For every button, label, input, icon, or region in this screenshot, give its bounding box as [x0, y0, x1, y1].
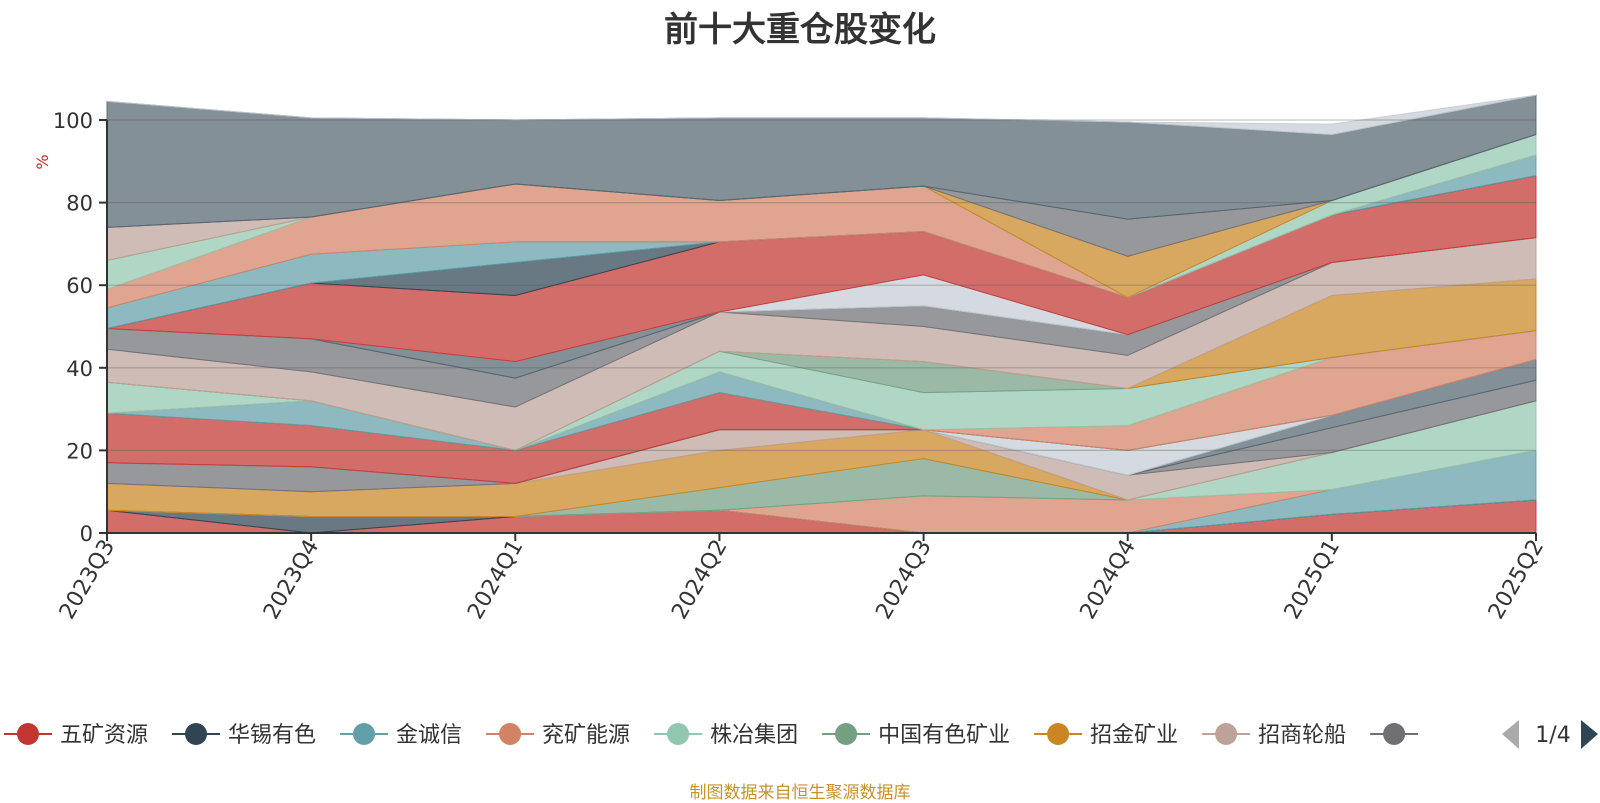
legend-dot-icon — [499, 723, 522, 745]
y-tick-label: 100 — [53, 109, 93, 133]
area-series-31 — [106, 94, 1537, 135]
grid-lines — [107, 119, 1536, 451]
legend-item[interactable]: 华锡有色 — [172, 723, 316, 748]
legend-dot-icon — [1047, 723, 1070, 745]
y-tick-label: 80 — [66, 192, 93, 216]
legend-item[interactable]: 招金矿业 — [1034, 723, 1178, 748]
y-tick-label: 60 — [66, 274, 93, 298]
y-axis-label: % — [33, 154, 52, 169]
legend-label: 五矿资源 — [60, 723, 148, 748]
pager-next-icon[interactable] — [1581, 720, 1598, 749]
y-tick-label: 0 — [80, 522, 93, 546]
legend-item[interactable]: 株冶集团 — [654, 723, 798, 748]
x-tick-label: 2024Q2 — [667, 536, 732, 624]
x-tick-label: 2024Q4 — [1076, 536, 1141, 624]
legend-dot-icon — [353, 723, 376, 745]
y-tick-label: 40 — [66, 357, 93, 381]
legend-label: 兖矿能源 — [542, 723, 630, 748]
legend-dot-icon — [667, 723, 690, 745]
legend[interactable]: 五矿资源 华锡有色 金诚信 兖矿能源 株冶集团 中国有色矿业 招金矿业 招商轮船 1/4 — [4, 720, 1598, 749]
chart-title: 前十大重仓股变化 — [664, 10, 936, 50]
legend-label: 中国有色矿业 — [878, 723, 1010, 748]
legend-item[interactable]: 招商轮船 — [1202, 723, 1346, 748]
y-tick-label: 20 — [66, 439, 93, 463]
legend-item[interactable]: 五矿资源 — [4, 723, 148, 748]
legend-item[interactable]: 兖矿能源 — [486, 723, 630, 748]
legend-label: 招金矿业 — [1090, 723, 1178, 748]
x-tick-label: 2025Q2 — [1484, 536, 1549, 624]
legend-label: 华锡有色 — [228, 723, 316, 748]
legend-label: 株冶集团 — [710, 723, 798, 748]
pager-prev-icon[interactable] — [1502, 720, 1519, 749]
x-tick-label: 2023Q4 — [259, 536, 324, 624]
legend-item[interactable]: 金诚信 — [340, 723, 462, 748]
x-tick-label: 2023Q3 — [55, 536, 120, 624]
legend-dot-icon — [17, 723, 39, 745]
x-tick-label: 2024Q3 — [871, 536, 936, 624]
legend-label: 金诚信 — [396, 723, 462, 748]
legend-pager[interactable]: 1/4 — [1502, 720, 1598, 749]
legend-dot-icon — [1383, 723, 1406, 745]
legend-label: 招商轮船 — [1258, 723, 1346, 748]
data-source-note: 制图数据来自恒生聚源数据库 — [689, 783, 911, 803]
area-series-group — [106, 94, 1537, 534]
x-tick-label: 2024Q1 — [463, 536, 528, 624]
legend-dot-icon — [185, 723, 208, 745]
x-tick-label: 2025Q1 — [1280, 536, 1345, 624]
legend-item[interactable] — [1370, 723, 1419, 745]
legend-dot-icon — [1215, 723, 1238, 745]
pager-page-label: 1/4 — [1535, 723, 1570, 748]
legend-item[interactable]: 中国有色矿业 — [822, 723, 1010, 748]
legend-dot-icon — [835, 723, 858, 745]
